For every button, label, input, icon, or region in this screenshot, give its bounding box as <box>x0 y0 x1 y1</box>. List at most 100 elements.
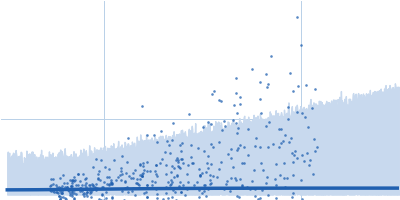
Point <box>301 160 308 163</box>
Point <box>196 174 203 177</box>
Point <box>81 195 87 198</box>
Point <box>84 194 90 197</box>
Point <box>245 153 252 156</box>
Point <box>233 195 240 198</box>
Point <box>303 151 310 154</box>
Point <box>200 149 207 153</box>
Point <box>67 178 74 181</box>
Point <box>202 194 209 197</box>
Point <box>52 184 59 187</box>
Point <box>168 181 175 184</box>
Point <box>133 181 139 184</box>
Point <box>204 155 211 158</box>
Point <box>99 193 105 197</box>
Point <box>165 180 172 184</box>
Point <box>294 157 300 160</box>
Point <box>204 121 211 124</box>
Point <box>122 199 128 200</box>
Point <box>221 124 228 128</box>
Point <box>180 183 186 186</box>
Point <box>232 176 238 179</box>
Point <box>88 195 95 199</box>
Point <box>173 158 180 161</box>
Point <box>168 182 174 185</box>
Point <box>174 164 181 168</box>
Point <box>82 177 88 181</box>
Point <box>153 163 160 166</box>
Point <box>282 133 288 137</box>
Point <box>172 190 178 193</box>
Point <box>144 195 150 198</box>
Point <box>188 143 194 146</box>
Point <box>54 186 60 189</box>
Point <box>71 175 78 178</box>
Point <box>219 128 225 132</box>
Point <box>62 186 68 189</box>
Point <box>158 130 164 133</box>
Point <box>243 185 250 188</box>
Point <box>66 193 73 196</box>
Point <box>171 167 177 170</box>
Point <box>176 184 182 188</box>
Point <box>79 183 85 186</box>
Point <box>63 198 69 200</box>
Point <box>129 172 136 175</box>
Point <box>199 191 205 194</box>
Point <box>280 177 287 180</box>
Point <box>47 189 54 192</box>
Point <box>57 198 64 200</box>
Point <box>179 158 185 161</box>
Point <box>168 171 174 174</box>
Point <box>177 167 183 170</box>
Point <box>294 111 301 114</box>
Point <box>53 191 60 194</box>
Point <box>273 184 279 187</box>
Point <box>57 189 64 192</box>
Point <box>136 174 143 177</box>
Point <box>256 97 263 101</box>
Point <box>139 104 146 107</box>
Point <box>184 173 190 176</box>
Point <box>258 189 265 192</box>
Point <box>64 186 71 189</box>
Point <box>223 182 229 185</box>
Point <box>135 182 142 185</box>
Point <box>290 154 297 157</box>
Point <box>140 171 146 174</box>
Point <box>256 80 263 83</box>
Point <box>77 186 83 189</box>
Point <box>221 119 228 122</box>
Point <box>178 191 184 194</box>
Point <box>160 197 166 200</box>
Point <box>178 149 184 152</box>
Point <box>224 180 230 183</box>
Point <box>137 163 143 167</box>
Point <box>72 178 78 181</box>
Point <box>66 191 73 194</box>
Point <box>138 174 145 177</box>
Point <box>237 178 243 181</box>
Point <box>211 89 218 92</box>
Point <box>189 161 196 165</box>
Point <box>288 136 294 139</box>
Point <box>234 111 240 114</box>
Point <box>87 191 94 194</box>
Point <box>280 161 287 165</box>
Point <box>90 165 96 168</box>
Point <box>241 145 248 148</box>
Point <box>312 150 318 153</box>
Point <box>307 158 313 161</box>
Point <box>180 162 186 165</box>
Point <box>228 157 234 160</box>
Point <box>87 187 93 190</box>
Point <box>162 163 169 166</box>
Point <box>149 184 156 187</box>
Point <box>298 178 304 181</box>
Point <box>108 178 114 182</box>
Point <box>68 193 75 196</box>
Point <box>194 180 200 184</box>
Point <box>276 127 282 131</box>
Point <box>265 193 271 196</box>
Point <box>59 173 66 177</box>
Point <box>216 140 222 143</box>
